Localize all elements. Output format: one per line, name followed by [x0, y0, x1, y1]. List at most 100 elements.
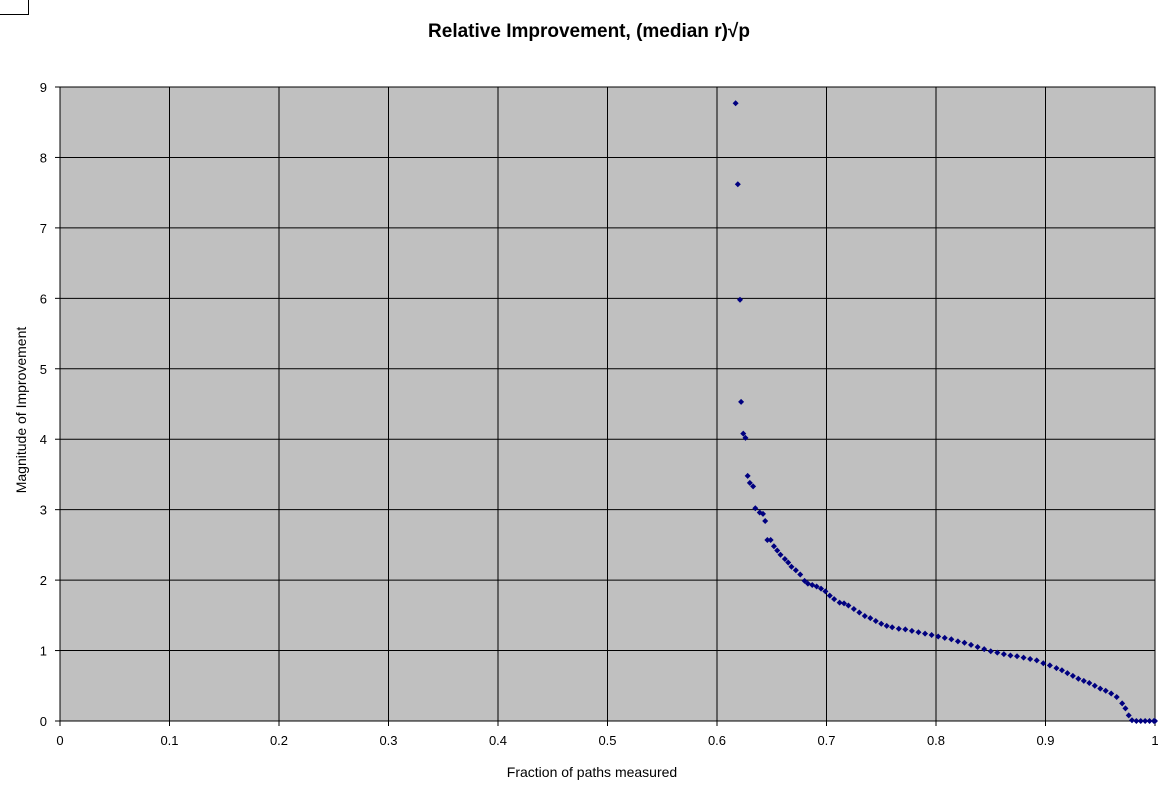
x-tick-label: 0.7 [817, 733, 835, 748]
data-point [974, 644, 981, 651]
data-point [750, 483, 757, 490]
data-point [1040, 660, 1047, 667]
data-point [734, 181, 741, 188]
y-tick-label: 9 [40, 80, 47, 95]
data-point [1119, 700, 1126, 707]
x-tick-label: 0.1 [160, 733, 178, 748]
x-tick-label: 0.4 [489, 733, 507, 748]
data-point [1122, 705, 1129, 712]
data-point [850, 605, 857, 612]
data-point [961, 639, 968, 646]
chart-title: Relative Improvement, (median r)√p [428, 21, 750, 42]
x-tick-label: 0.2 [270, 733, 288, 748]
data-point [826, 592, 833, 599]
data-point [1007, 652, 1014, 659]
x-axis-label: Fraction of paths measured [507, 764, 677, 780]
data-point [941, 634, 948, 641]
data-point [801, 577, 808, 584]
data-point [948, 636, 955, 643]
data-point [1102, 687, 1109, 694]
data-point [774, 547, 781, 554]
data-point [867, 615, 874, 622]
data-point [1069, 672, 1076, 679]
data-point [895, 625, 902, 632]
data-point [1146, 718, 1153, 724]
data-point [1046, 662, 1053, 669]
y-tick-label: 2 [40, 573, 47, 588]
data-point [845, 602, 852, 609]
corner-box [0, 0, 29, 15]
data-point [762, 517, 769, 524]
data-point [792, 567, 799, 574]
data-point [889, 624, 896, 631]
x-tick-label: 0.3 [379, 733, 397, 748]
data-point [1137, 718, 1144, 724]
data-point [1033, 657, 1040, 664]
y-tick-label: 1 [40, 644, 47, 659]
x-tick-label: 0.9 [1036, 733, 1054, 748]
data-point [732, 100, 739, 107]
data-point [822, 588, 829, 595]
y-tick-label: 8 [40, 150, 47, 165]
data-point [841, 600, 848, 607]
data-point [746, 479, 753, 486]
data-point [954, 638, 961, 645]
data-point [1142, 718, 1149, 724]
data-point [1075, 675, 1082, 682]
data-point [1125, 712, 1132, 719]
data-point [759, 510, 766, 517]
data-point [738, 398, 745, 405]
data-point [861, 613, 868, 620]
data-point [928, 632, 935, 639]
y-tick-label: 5 [40, 362, 47, 377]
x-tick-label: 0 [56, 733, 63, 748]
data-point [872, 617, 879, 624]
y-tick-labels: 0 1 2 3 4 5 6 7 8 9 [40, 80, 47, 729]
y-tick-label: 7 [40, 221, 47, 236]
x-tick-label: 0.8 [927, 733, 945, 748]
data-point [915, 629, 922, 636]
y-tick-label: 3 [40, 503, 47, 518]
x-tick-labels: 0 0.1 0.2 0.3 0.4 0.5 0.6 0.7 0.8 0.9 1 [56, 733, 1158, 748]
data-point [1053, 665, 1060, 672]
data-point [770, 543, 777, 550]
data-point [767, 536, 774, 543]
data-point [1000, 651, 1007, 658]
data-point [781, 555, 788, 562]
data-point [736, 296, 743, 303]
data-point [744, 472, 751, 479]
data-point [1152, 718, 1158, 724]
data-point [981, 646, 988, 653]
data-point [740, 430, 747, 437]
data-point [1108, 690, 1115, 697]
data-point [1113, 694, 1120, 701]
data-point [902, 626, 909, 633]
data-point [1058, 667, 1065, 674]
data-point [764, 536, 771, 543]
x-tick-label: 0.6 [708, 733, 726, 748]
data-point [836, 599, 843, 606]
data-point [785, 559, 792, 566]
data-point [922, 630, 929, 637]
data-point [1014, 653, 1021, 660]
data-point [742, 434, 749, 441]
data-point [813, 583, 820, 590]
data-point [908, 627, 915, 634]
data-point [994, 649, 1001, 656]
data-point [797, 571, 804, 578]
y-tick-label: 6 [40, 291, 47, 306]
data-point [883, 622, 890, 629]
data-point [1086, 679, 1093, 686]
data-point [987, 648, 994, 655]
data-point [777, 551, 784, 558]
data-point [1027, 656, 1034, 663]
data-point [856, 609, 863, 616]
data-point [1091, 682, 1098, 689]
y-tick-label: 4 [40, 432, 47, 447]
data-point [788, 563, 795, 570]
data-point [878, 620, 885, 627]
data-point [818, 585, 825, 592]
data-point [1020, 654, 1027, 661]
data-point [1133, 718, 1140, 724]
